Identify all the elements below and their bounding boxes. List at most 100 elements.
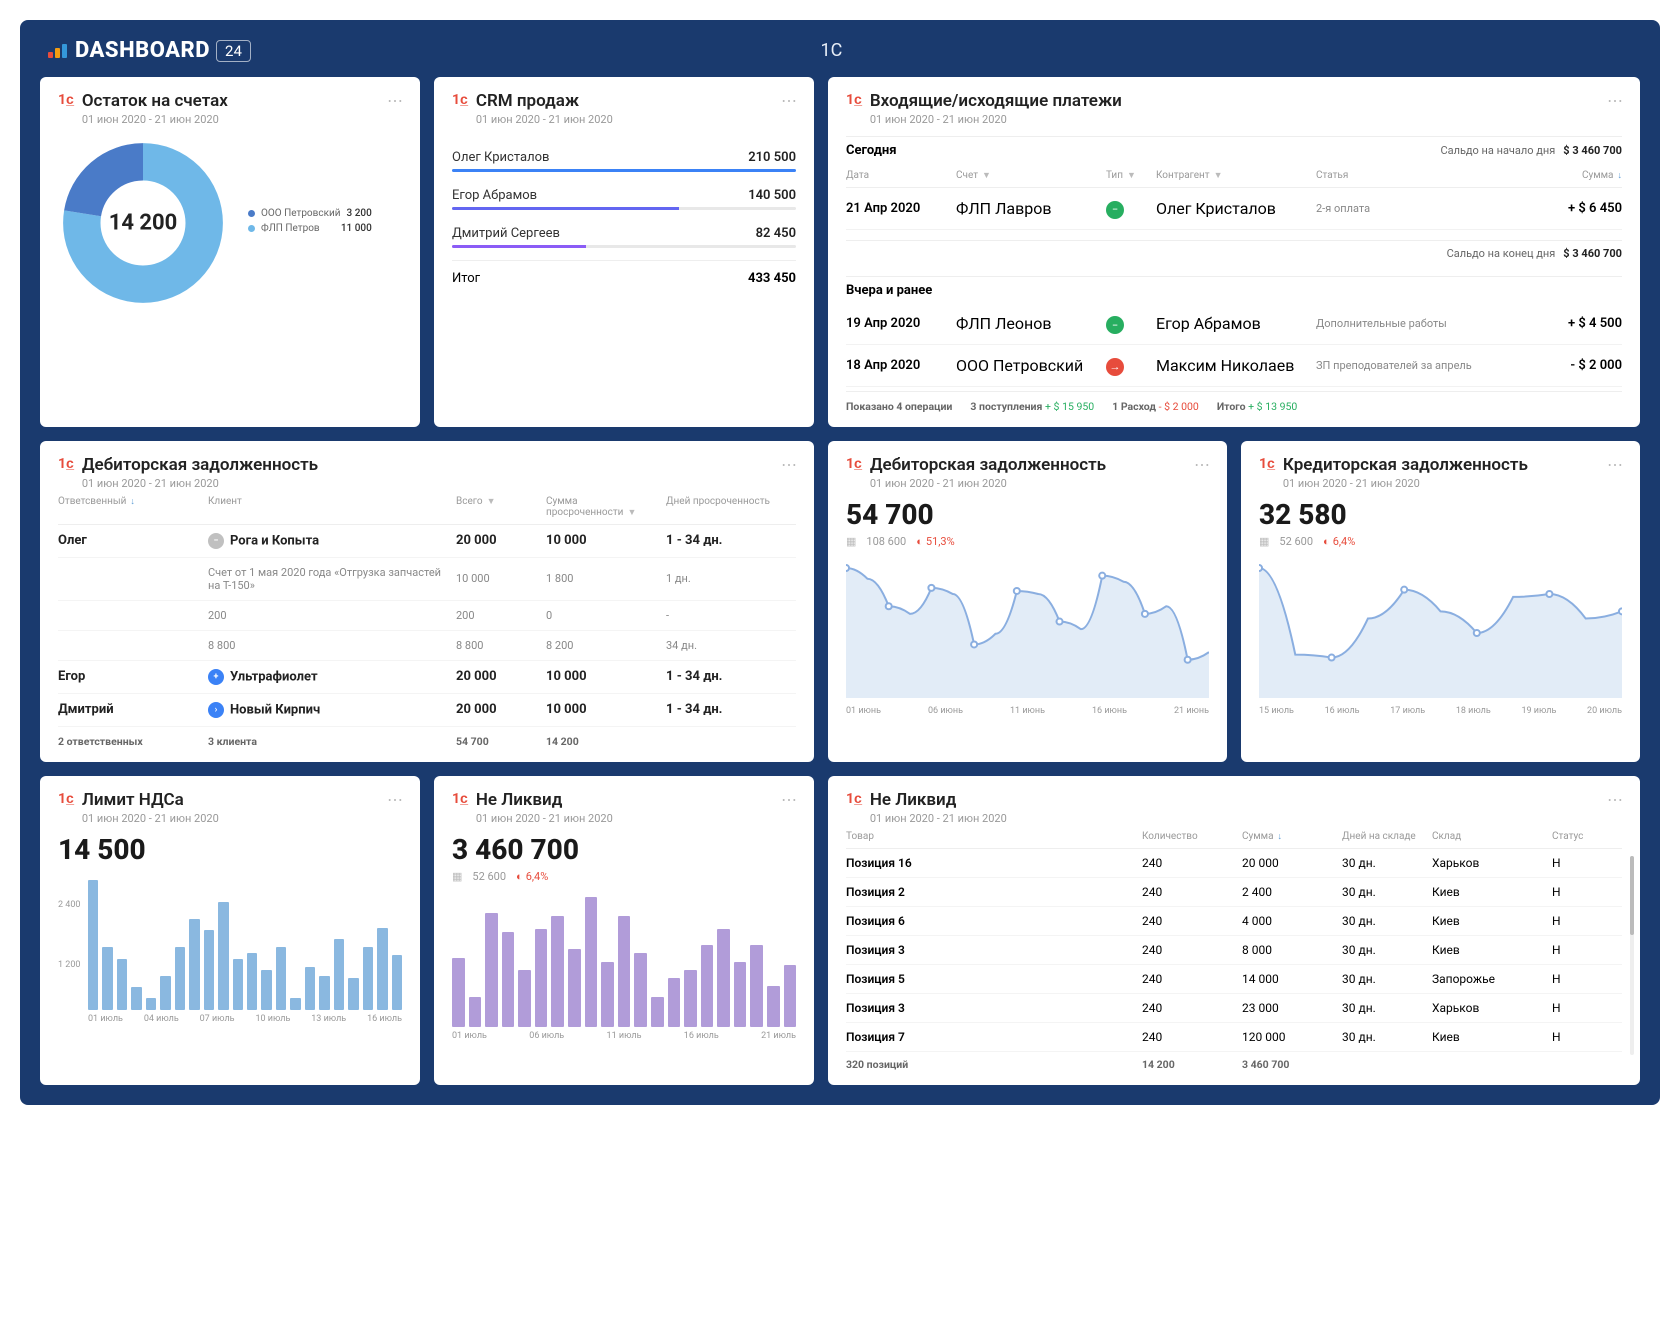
debt-resp: Егор xyxy=(58,669,208,684)
inv-item: Позиция 3 xyxy=(846,1001,1142,1015)
bar xyxy=(305,967,315,1010)
crm-name: Дмитрий Сергеев xyxy=(452,226,560,241)
crm-name: Олег Кристалов xyxy=(452,150,549,165)
bar xyxy=(535,929,548,1027)
bar xyxy=(102,947,112,1009)
inventory-row[interactable]: Позиция 6 240 4 000 30 дн. Киев Н xyxy=(846,907,1622,936)
card-menu-icon[interactable]: ⋯ xyxy=(387,91,404,110)
col-overdue-days[interactable]: Дней просроченность xyxy=(666,496,796,518)
meta-sub-value: 52 600 xyxy=(472,870,506,883)
card-period: 01 июн 2020 - 21 июн 2020 xyxy=(870,477,1106,490)
footer-total-val: + $ 13 950 xyxy=(1248,400,1297,413)
inv-qty: 240 xyxy=(1142,914,1242,928)
payment-row[interactable]: 19 Апр 2020 ФЛП Леонов − Егор Абрамов До… xyxy=(846,304,1622,346)
col-days[interactable]: Дней на складе xyxy=(1342,831,1432,842)
col-qty[interactable]: Количество xyxy=(1142,831,1242,842)
footer-out-label: 1 Расход xyxy=(1112,400,1156,413)
col-overdue-sum[interactable]: Сумма просроченности xyxy=(546,496,623,518)
expand-icon[interactable]: + xyxy=(208,669,224,685)
payment-counterparty: Максим Николаев xyxy=(1156,356,1316,375)
card-menu-icon[interactable]: ⋯ xyxy=(781,790,798,809)
card-period: 01 июн 2020 - 21 июн 2020 xyxy=(870,113,1122,126)
card-menu-icon[interactable]: ⋯ xyxy=(781,455,798,474)
filter-icon[interactable]: ▼ xyxy=(487,497,496,507)
bar xyxy=(334,939,344,1009)
payment-row[interactable]: 21 Апр 2020 ФЛП Лавров − Олег Кристалов … xyxy=(846,188,1622,230)
x-tick: 07 июль xyxy=(200,1014,235,1024)
filter-icon[interactable]: ▼ xyxy=(982,171,991,181)
1c-icon: 1c̲ xyxy=(58,790,74,807)
payments-yesterday-rows: 19 Апр 2020 ФЛП Леонов − Егор Абрамов До… xyxy=(846,304,1622,387)
card-menu-icon[interactable]: ⋯ xyxy=(781,91,798,110)
col-counterparty[interactable]: Контрагент xyxy=(1156,170,1210,181)
area-chart xyxy=(846,558,1209,698)
inventory-row[interactable]: Позиция 3 240 8 000 30 дн. Киев Н xyxy=(846,936,1622,965)
payment-account: ООО Петровский xyxy=(956,356,1106,375)
card-menu-icon[interactable]: ⋯ xyxy=(1607,790,1624,809)
payment-amount: - $ 2 000 xyxy=(1522,358,1622,373)
sort-icon[interactable]: ↓ xyxy=(1618,171,1623,181)
card-menu-icon[interactable]: ⋯ xyxy=(387,790,404,809)
card-title: Кредиторская задолженность xyxy=(1283,455,1528,475)
inv-wh: Киев xyxy=(1432,914,1552,928)
x-tick: 18 июль xyxy=(1456,706,1491,716)
inventory-row[interactable]: Позиция 2 240 2 400 30 дн. Киев Н xyxy=(846,878,1622,907)
payments-today-rows: 21 Апр 2020 ФЛП Лавров − Олег Кристалов … xyxy=(846,188,1622,230)
payments-table-head: Дата Счет ▼ Тип ▼ Контрагент ▼ Статья Сумма… xyxy=(846,164,1622,188)
col-article[interactable]: Статья xyxy=(1316,170,1522,181)
x-tick: 01 июнь xyxy=(846,706,881,716)
col-amount[interactable]: Сумма xyxy=(1582,170,1614,181)
debt-total: 20 000 xyxy=(456,669,546,684)
filter-icon[interactable]: ▼ xyxy=(1127,171,1136,181)
inv-status: Н xyxy=(1552,1001,1622,1015)
bar xyxy=(218,902,228,1009)
col-sum[interactable]: Сумма xyxy=(1242,831,1274,842)
inventory-row[interactable]: Позиция 5 240 14 000 30 дн. Запорожье Н xyxy=(846,965,1622,994)
col-status[interactable]: Статус xyxy=(1552,831,1622,842)
card-menu-icon[interactable]: ⋯ xyxy=(1194,455,1211,474)
filter-icon[interactable]: ▼ xyxy=(1214,171,1223,181)
x-tick: 17 июль xyxy=(1390,706,1425,716)
debt-overdue-days: 34 дн. xyxy=(666,639,796,652)
sort-icon[interactable]: ↓ xyxy=(1278,832,1283,842)
payment-date: 21 Апр 2020 xyxy=(846,201,956,216)
card-menu-icon[interactable]: ⋯ xyxy=(1607,91,1624,110)
inventory-row[interactable]: Позиция 16 240 20 000 30 дн. Харьков Н xyxy=(846,849,1622,878)
inventory-row[interactable]: Позиция 7 240 120 000 30 дн. Киев Н xyxy=(846,1023,1622,1052)
col-item[interactable]: Товар xyxy=(846,831,1142,842)
scrollbar[interactable] xyxy=(1630,856,1634,1055)
down-icon: ◐ xyxy=(516,870,523,883)
col-wh[interactable]: Склад xyxy=(1432,831,1552,842)
meta-sub-value: 52 600 xyxy=(1279,535,1313,548)
bar xyxy=(518,970,531,1027)
bar xyxy=(585,897,598,1027)
footer-total-label: Итого xyxy=(1217,400,1246,413)
bar xyxy=(717,929,730,1027)
metric-value: 3 460 700 xyxy=(452,833,796,866)
expand-icon[interactable]: − xyxy=(208,533,224,549)
x-axis-labels: 01 июль04 июль07 июль10 июль13 июль16 ию… xyxy=(88,1014,402,1024)
debt-footer-total: 54 700 xyxy=(456,735,489,748)
payment-article: ЗП преподователей за апрель xyxy=(1316,359,1522,372)
payment-account: ФЛП Леонов xyxy=(956,314,1106,333)
col-client[interactable]: Клиент xyxy=(208,496,456,518)
footer-in-val: + $ 15 950 xyxy=(1045,400,1094,413)
col-type[interactable]: Тип xyxy=(1106,170,1123,181)
card-menu-icon[interactable]: ⋯ xyxy=(1607,455,1624,474)
inv-wh: Киев xyxy=(1432,943,1552,957)
col-total[interactable]: Всего xyxy=(456,496,483,507)
col-date[interactable]: Дата xyxy=(846,170,956,181)
bar-chart xyxy=(88,880,402,1010)
filter-icon[interactable]: ▼ xyxy=(627,508,636,518)
1c-icon: 1c̲ xyxy=(846,91,862,108)
col-resp[interactable]: Ответсвенный xyxy=(58,496,126,507)
col-account[interactable]: Счет xyxy=(956,170,978,181)
bar xyxy=(160,976,170,1010)
crm-value: 140 500 xyxy=(748,188,796,203)
payment-row[interactable]: 18 Апр 2020 ООО Петровский → Максим Нико… xyxy=(846,345,1622,387)
inventory-row[interactable]: Позиция 3 240 23 000 30 дн. Харьков Н xyxy=(846,994,1622,1023)
sort-icon[interactable]: ↓ xyxy=(130,497,135,507)
x-tick: 15 июль xyxy=(1259,706,1294,716)
x-tick: 19 июль xyxy=(1521,706,1556,716)
expand-icon[interactable]: › xyxy=(208,702,224,718)
